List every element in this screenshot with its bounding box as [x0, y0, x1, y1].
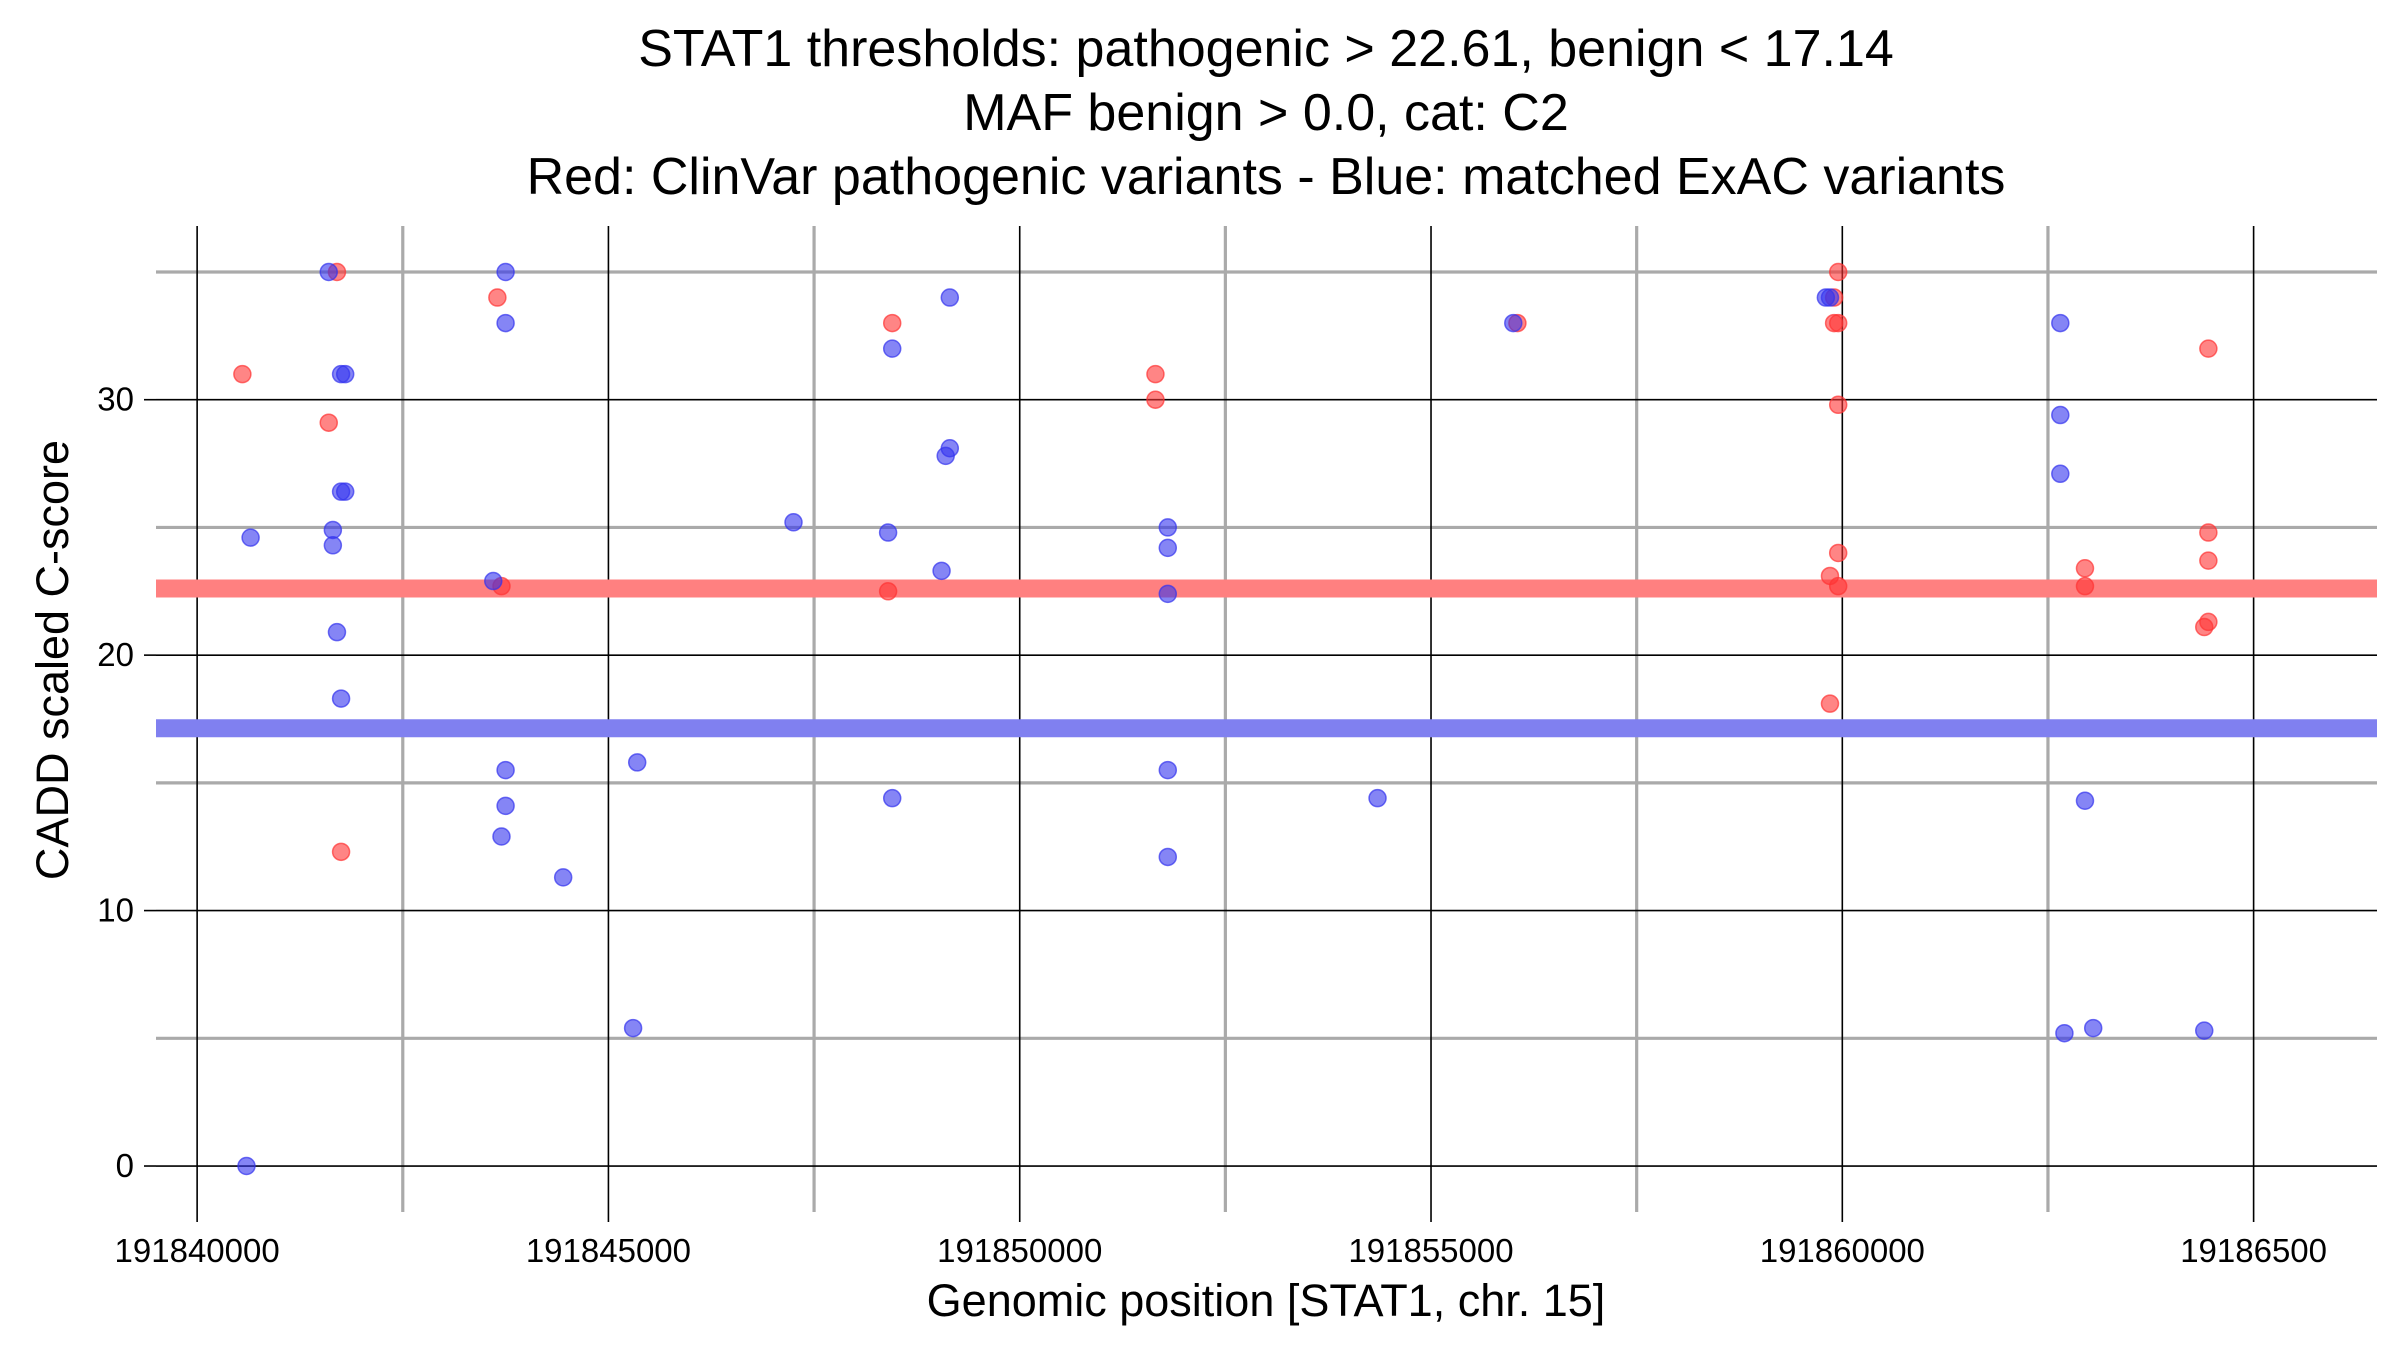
data-point — [1158, 538, 1178, 558]
data-point — [1146, 390, 1165, 409]
data-point — [1158, 518, 1178, 537]
threshold-lines — [156, 579, 2377, 738]
data-point — [784, 513, 803, 532]
data-point — [2075, 791, 2095, 810]
data-point — [492, 827, 511, 846]
data-point — [2051, 313, 2070, 333]
data-points — [233, 262, 2218, 1176]
data-point — [2075, 576, 2095, 596]
data-point — [331, 689, 351, 708]
data-point — [233, 364, 252, 384]
data-point — [623, 1018, 643, 1038]
data-point — [2199, 339, 2218, 358]
data-point — [932, 561, 951, 581]
data-point — [940, 288, 960, 307]
data-point — [1146, 364, 1165, 384]
data-point — [2051, 464, 2070, 484]
data-point — [241, 528, 260, 547]
data-point — [335, 482, 355, 501]
data-point — [484, 571, 503, 591]
data-point — [553, 868, 573, 887]
data-point — [627, 753, 647, 772]
data-point — [1158, 760, 1178, 780]
data-point — [878, 582, 898, 601]
x-tick-label: 191845000 — [526, 1232, 691, 1269]
data-point — [496, 796, 515, 816]
data-point — [488, 288, 507, 307]
data-point — [878, 523, 898, 542]
y-tick-label: 30 — [97, 381, 134, 418]
data-point — [1828, 576, 1848, 596]
data-point — [496, 262, 515, 282]
data-point — [496, 313, 515, 333]
data-point — [940, 438, 960, 458]
data-point — [1158, 847, 1178, 867]
chart-title-line-2: MAF benign > 0.0, cat: C2 — [963, 84, 1569, 142]
x-tick-label: 191850000 — [937, 1232, 1102, 1269]
y-tick-label: 20 — [97, 636, 134, 673]
y-tick-label: 0 — [116, 1147, 134, 1184]
data-point — [1828, 543, 1848, 563]
chart-title-line-3: Red: ClinVar pathogenic variants - Blue:… — [527, 148, 2006, 206]
axis-ticks: 191840000 191845000 191850000 191855000 1918… — [97, 381, 2327, 1269]
data-point — [2051, 405, 2070, 425]
data-point — [496, 760, 515, 780]
data-point — [1828, 313, 1848, 333]
y-axis-title: CADD scaled C-score — [27, 440, 78, 880]
data-point — [1828, 395, 1848, 415]
data-point — [1828, 262, 1848, 282]
grid-lines — [156, 226, 2377, 1212]
y-tick-label: 10 — [97, 892, 134, 929]
x-tick-label: 191840000 — [115, 1232, 280, 1269]
data-point — [1820, 288, 1840, 307]
x-axis-title: Genomic position [STAT1, chr. 15] — [927, 1275, 1606, 1326]
x-tick-label: 191855000 — [1348, 1232, 1513, 1269]
data-point — [323, 536, 343, 555]
data-point — [882, 313, 902, 333]
data-point — [2195, 1021, 2214, 1040]
data-point — [319, 413, 338, 432]
data-point — [1158, 584, 1178, 604]
data-point — [2055, 1023, 2074, 1043]
data-point — [2199, 551, 2218, 570]
data-point — [331, 842, 351, 862]
data-point — [1820, 694, 1840, 713]
chart-title: STAT1 thresholds: pathogenic > 22.61, be… — [527, 20, 2006, 206]
data-point — [882, 339, 902, 358]
data-point — [882, 788, 902, 808]
data-point — [2195, 617, 2214, 637]
chart-title-line-1: STAT1 thresholds: pathogenic > 22.61, be… — [638, 20, 1894, 78]
data-point — [2083, 1018, 2103, 1038]
x-tick-label: 19186500 — [2180, 1232, 2327, 1269]
x-tick-label: 191860000 — [1760, 1232, 1925, 1269]
data-point — [1368, 788, 1387, 808]
data-point — [2199, 523, 2218, 542]
data-point — [237, 1156, 256, 1176]
data-point — [1504, 313, 1523, 333]
data-point — [335, 364, 355, 384]
data-point — [323, 520, 343, 540]
data-point — [327, 622, 347, 642]
data-point — [319, 262, 338, 282]
data-point — [2075, 559, 2095, 578]
